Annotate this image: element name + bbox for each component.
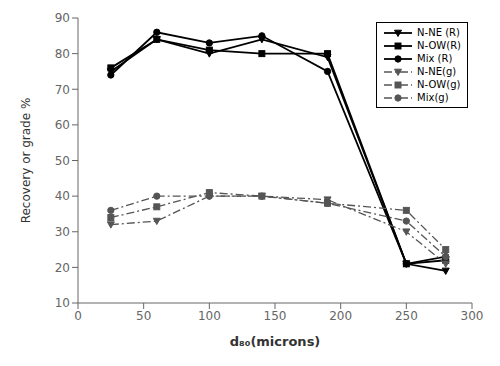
html-text:N-OW(g): N-OW(g) bbox=[417, 79, 461, 90]
html-text:N-NE(g): N-NE(g) bbox=[417, 66, 457, 77]
svg-text:20: 20 bbox=[55, 261, 70, 275]
svg-text:300: 300 bbox=[461, 309, 484, 323]
svg-text:90: 90 bbox=[55, 11, 70, 25]
html-text:Mix (R): Mix (R) bbox=[417, 53, 453, 64]
svg-text:50: 50 bbox=[55, 154, 70, 168]
svg-text:d₈₀(microns): d₈₀(microns) bbox=[230, 334, 321, 349]
html-text:N-NE (R): N-NE (R) bbox=[417, 27, 460, 38]
svg-text:150: 150 bbox=[264, 309, 287, 323]
svg-text:100: 100 bbox=[198, 309, 221, 323]
svg-text:0: 0 bbox=[74, 309, 82, 323]
svg-text:30: 30 bbox=[55, 225, 70, 239]
svg-text:80: 80 bbox=[55, 47, 70, 61]
svg-text:10: 10 bbox=[55, 296, 70, 310]
svg-text:200: 200 bbox=[329, 309, 352, 323]
svg-text:250: 250 bbox=[395, 309, 418, 323]
svg-text:70: 70 bbox=[55, 83, 70, 97]
html-text:N-OW(R): N-OW(R) bbox=[417, 40, 461, 51]
html-text:Mix(g): Mix(g) bbox=[417, 92, 449, 103]
svg-text:60: 60 bbox=[55, 118, 70, 132]
svg-text:Recovery or grade %: Recovery or grade % bbox=[19, 98, 33, 224]
svg-text:40: 40 bbox=[55, 189, 70, 203]
svg-text:50: 50 bbox=[136, 309, 151, 323]
